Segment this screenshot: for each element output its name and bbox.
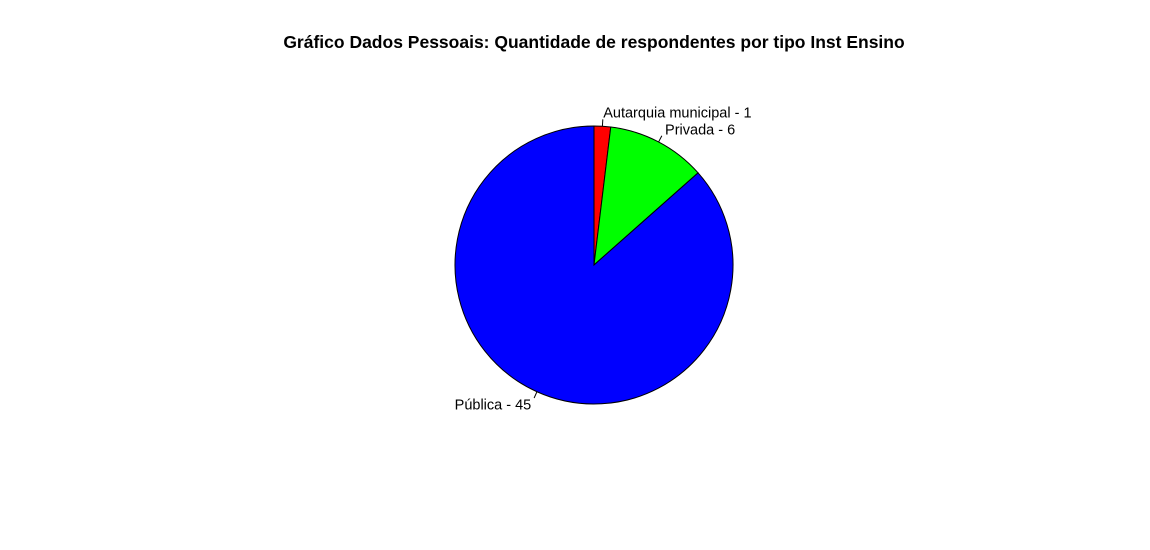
pie-label-1: Privada - 6 — [665, 123, 735, 139]
pie-leader-2 — [533, 391, 538, 399]
pie-label-2: Pública - 45 — [455, 397, 532, 413]
pie-slice-2 — [454, 125, 734, 405]
chart-title: Gráfico Dados Pessoais: Quantidade de re… — [283, 32, 904, 52]
pie-slices — [454, 125, 734, 405]
pie-leader-1 — [658, 135, 663, 143]
pie-label-leaders — [533, 119, 663, 399]
pie-labels: Autarquia municipal - 1 Privada - 6 Públic… — [455, 105, 752, 413]
pie-slice-1 — [593, 126, 699, 267]
pie-label-0: Autarquia municipal - 1 — [603, 105, 751, 121]
